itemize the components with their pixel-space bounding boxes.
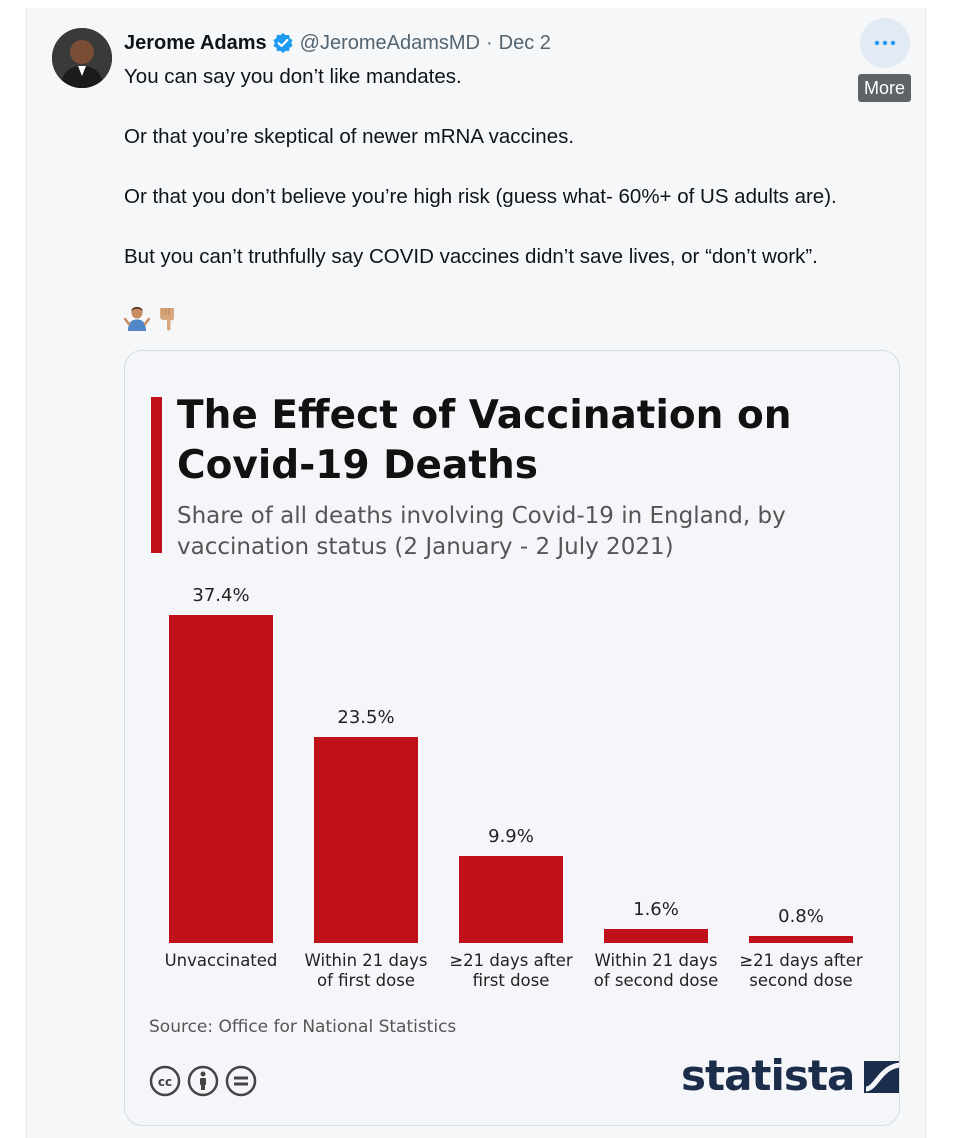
no-derivatives-icon xyxy=(225,1065,257,1097)
bar-value-label: 0.8% xyxy=(778,905,824,927)
more-dots-icon xyxy=(874,40,896,46)
author-handle[interactable]: @JeromeAdamsMD xyxy=(299,31,480,54)
bar-value-label: 23.5% xyxy=(337,706,395,728)
statista-logo: statista xyxy=(681,1051,899,1100)
license-icons: cc xyxy=(149,1065,257,1097)
tweet-text: You can say you don’t like mandates. Or … xyxy=(124,62,904,272)
category-label: Within 21 days of second dose xyxy=(593,951,719,990)
tweet-date[interactable]: Dec 2 xyxy=(498,31,551,54)
category-label: Unvaccinated xyxy=(164,951,278,970)
backhand-index-pointing-down-icon xyxy=(160,308,174,331)
author-avatar[interactable] xyxy=(52,28,112,88)
svg-text:cc: cc xyxy=(158,1075,172,1089)
statista-wordmark: statista xyxy=(681,1051,855,1100)
bar-value-label: 1.6% xyxy=(633,898,679,920)
bar-value-label: 37.4% xyxy=(192,585,250,606)
category-label: ≥21 days after second dose xyxy=(739,951,863,990)
more-options-button[interactable] xyxy=(860,18,910,68)
header-separator: · xyxy=(486,31,493,54)
category-label: ≥21 days after first dose xyxy=(449,951,573,990)
chart-subtitle: Share of all deaths involving Covid-19 i… xyxy=(177,503,786,560)
bar xyxy=(169,615,273,943)
title-accent-bar xyxy=(151,397,162,553)
tweet-paragraph: Or that you’re skeptical of newer mRNA v… xyxy=(124,125,575,148)
bar xyxy=(749,935,853,943)
chart-title: The Effect of Vaccination on Covid-19 De… xyxy=(177,393,792,488)
category-label: Within 21 days of first dose xyxy=(304,951,428,990)
emoji-row xyxy=(124,305,180,331)
tweet-paragraph: But you can’t truthfully say COVID vacci… xyxy=(124,245,818,268)
more-tooltip: More xyxy=(858,74,912,102)
bar-chart: 37.4% Unvaccinated 23.5% Within 21 days of … xyxy=(125,581,899,1001)
attribution-icon xyxy=(187,1065,219,1097)
tweet-paragraph: Or that you don’t believe you’re high ri… xyxy=(124,185,837,208)
bar xyxy=(314,736,418,943)
verified-badge-icon xyxy=(272,32,294,54)
tweet-header: Jerome Adams @JeromeAdamsMD · Dec 2 xyxy=(124,30,551,56)
bar xyxy=(459,856,563,943)
bar-value-label: 9.9% xyxy=(488,826,534,848)
author-name[interactable]: Jerome Adams xyxy=(124,31,267,54)
statista-logo-icon xyxy=(862,1055,899,1097)
tweet-paragraph: You can say you don’t like mandates. xyxy=(124,65,462,88)
chart-image-card[interactable]: The Effect of Vaccination on Covid-19 De… xyxy=(124,350,900,1126)
chart-source: Source: Office for National Statistics xyxy=(149,1017,457,1037)
creative-commons-icon: cc xyxy=(149,1065,181,1097)
man-shrugging-icon xyxy=(124,307,150,331)
bar xyxy=(604,928,708,943)
